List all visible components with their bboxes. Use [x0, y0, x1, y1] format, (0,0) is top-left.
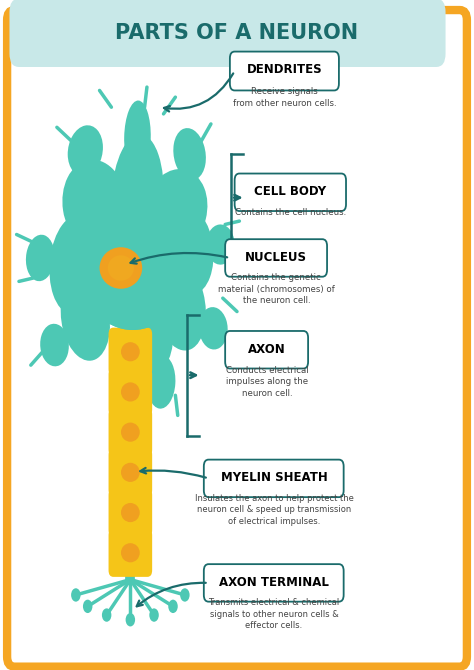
- Ellipse shape: [121, 298, 173, 379]
- FancyBboxPatch shape: [230, 52, 339, 90]
- Ellipse shape: [68, 125, 103, 176]
- Text: Contains the genetic
material (chromosomes) of
the neuron cell.: Contains the genetic material (chromosom…: [218, 273, 335, 306]
- Ellipse shape: [121, 503, 140, 522]
- FancyBboxPatch shape: [204, 460, 344, 497]
- Text: Receive signals
from other neuron cells.: Receive signals from other neuron cells.: [233, 87, 336, 108]
- Circle shape: [180, 588, 190, 602]
- Ellipse shape: [147, 355, 175, 409]
- FancyBboxPatch shape: [109, 448, 152, 496]
- Ellipse shape: [143, 169, 208, 253]
- Ellipse shape: [61, 276, 110, 360]
- Text: Insulates the axon to help protect the
neuron cell & speed up transmission
of el: Insulates the axon to help protect the n…: [194, 494, 354, 526]
- Ellipse shape: [40, 324, 69, 366]
- Ellipse shape: [108, 255, 134, 281]
- Ellipse shape: [63, 159, 127, 249]
- FancyBboxPatch shape: [109, 368, 152, 416]
- Circle shape: [102, 608, 111, 622]
- FancyBboxPatch shape: [109, 328, 152, 376]
- Ellipse shape: [121, 463, 140, 482]
- FancyBboxPatch shape: [225, 331, 308, 369]
- Text: Contains the cell nucleus.: Contains the cell nucleus.: [235, 208, 346, 216]
- Ellipse shape: [49, 215, 102, 314]
- FancyBboxPatch shape: [109, 488, 152, 537]
- Circle shape: [71, 588, 81, 602]
- FancyBboxPatch shape: [7, 10, 467, 667]
- Ellipse shape: [165, 208, 214, 295]
- Ellipse shape: [81, 213, 185, 330]
- Ellipse shape: [26, 234, 55, 281]
- Ellipse shape: [199, 307, 228, 350]
- Text: Transmits electrical & chemical
signals to other neuron cells &
effector cells.: Transmits electrical & chemical signals …: [209, 598, 339, 630]
- FancyBboxPatch shape: [225, 239, 327, 277]
- Circle shape: [126, 613, 135, 626]
- Text: NUCLEUS: NUCLEUS: [246, 251, 307, 264]
- Ellipse shape: [121, 423, 140, 442]
- FancyBboxPatch shape: [9, 0, 446, 67]
- Circle shape: [149, 608, 159, 622]
- FancyBboxPatch shape: [235, 174, 346, 211]
- Text: Conducts electrical
impulses along the
neuron cell.: Conducts electrical impulses along the n…: [226, 366, 308, 398]
- Text: PARTS OF A NEURON: PARTS OF A NEURON: [116, 23, 358, 43]
- Ellipse shape: [124, 100, 151, 174]
- Text: DENDRITES: DENDRITES: [246, 63, 322, 76]
- Ellipse shape: [81, 213, 185, 330]
- Text: MYELIN SHEATH: MYELIN SHEATH: [220, 471, 328, 484]
- Ellipse shape: [173, 128, 206, 180]
- Text: CELL BODY: CELL BODY: [255, 185, 327, 198]
- Ellipse shape: [121, 543, 140, 562]
- FancyBboxPatch shape: [109, 408, 152, 456]
- Text: AXON: AXON: [248, 342, 286, 356]
- Ellipse shape: [206, 224, 235, 265]
- FancyBboxPatch shape: [109, 529, 152, 577]
- Circle shape: [168, 600, 178, 613]
- Ellipse shape: [121, 383, 140, 401]
- Ellipse shape: [100, 247, 142, 289]
- FancyBboxPatch shape: [204, 564, 344, 602]
- Ellipse shape: [121, 342, 140, 361]
- Ellipse shape: [111, 134, 164, 261]
- Ellipse shape: [155, 259, 206, 350]
- Text: AXON TERMINAL: AXON TERMINAL: [219, 576, 329, 589]
- Circle shape: [83, 600, 92, 613]
